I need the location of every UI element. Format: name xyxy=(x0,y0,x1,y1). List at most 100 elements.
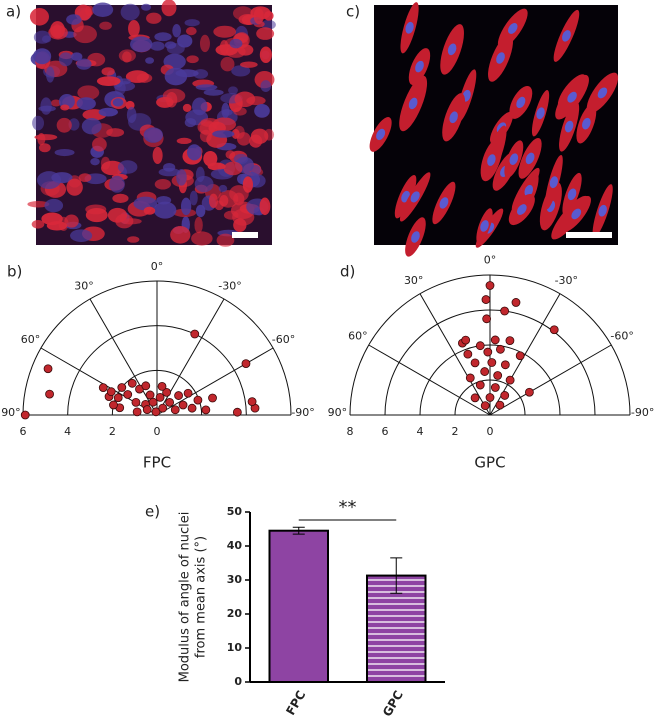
nucleus xyxy=(597,87,608,99)
nucleus xyxy=(449,111,458,124)
cell xyxy=(228,86,238,95)
point xyxy=(201,405,211,415)
nucleus xyxy=(496,52,505,64)
cell xyxy=(212,130,235,138)
point xyxy=(131,397,141,407)
point xyxy=(117,383,127,392)
cell xyxy=(166,91,178,108)
cell xyxy=(38,105,56,112)
point xyxy=(481,295,491,304)
cell xyxy=(51,172,73,184)
cell xyxy=(101,160,125,176)
cell xyxy=(234,125,245,139)
point xyxy=(106,387,116,397)
point xyxy=(470,393,480,403)
cell xyxy=(87,52,106,67)
cell xyxy=(70,229,93,243)
point xyxy=(155,393,165,402)
angle-tick-label: -60° xyxy=(610,330,633,343)
point xyxy=(500,391,510,400)
cell xyxy=(154,178,172,190)
point xyxy=(483,347,493,357)
cell xyxy=(184,19,200,27)
nucleus xyxy=(405,21,414,34)
cell xyxy=(170,226,191,244)
angle-tick-label: -30° xyxy=(218,280,241,293)
point xyxy=(178,400,188,410)
cell xyxy=(29,7,49,26)
spoke xyxy=(368,344,491,416)
point xyxy=(495,400,505,410)
cell xyxy=(233,218,247,233)
point xyxy=(170,405,180,415)
cell xyxy=(194,216,203,234)
cell xyxy=(31,220,45,229)
cell xyxy=(212,117,237,132)
cell xyxy=(191,97,208,116)
cell xyxy=(220,56,235,72)
point xyxy=(500,360,510,370)
point xyxy=(241,359,251,369)
point xyxy=(162,387,171,397)
cell xyxy=(33,48,52,65)
cell xyxy=(115,213,134,229)
angle-tick-label: -60° xyxy=(272,333,295,346)
point xyxy=(45,389,54,399)
cell xyxy=(195,84,218,91)
point xyxy=(123,390,133,399)
point xyxy=(511,298,521,307)
cell xyxy=(234,91,256,108)
cell xyxy=(166,43,185,55)
cell xyxy=(90,158,100,166)
cell xyxy=(146,12,162,24)
nucleus xyxy=(411,231,420,243)
panel-label: e) xyxy=(145,503,160,521)
point xyxy=(470,358,480,368)
point xyxy=(493,371,503,380)
r-tick-label: 2 xyxy=(109,425,116,438)
cell xyxy=(152,146,163,164)
nucleus xyxy=(549,176,559,189)
cell xyxy=(60,104,70,111)
nucleus xyxy=(536,107,545,120)
cell xyxy=(120,3,140,21)
point xyxy=(505,375,515,385)
r-tick-label: 6 xyxy=(382,425,389,438)
nucleus xyxy=(408,97,418,110)
cell xyxy=(189,190,198,206)
r-tick-label: 2 xyxy=(452,425,459,438)
nucleus xyxy=(447,43,457,56)
y-tick-label: 10 xyxy=(227,641,243,654)
angle-tick-label: -90° xyxy=(291,406,314,419)
point xyxy=(127,378,137,388)
cell xyxy=(101,67,115,76)
spoke xyxy=(419,293,491,416)
cell xyxy=(254,104,270,118)
cell xyxy=(44,198,64,213)
point xyxy=(151,407,161,417)
point xyxy=(496,344,505,354)
cell xyxy=(195,166,205,183)
cell xyxy=(199,34,210,53)
cell xyxy=(191,231,213,246)
point xyxy=(109,400,118,410)
point xyxy=(132,407,142,417)
cell xyxy=(176,137,192,145)
r-tick-label: 0 xyxy=(487,425,494,438)
cell xyxy=(213,25,237,38)
cell xyxy=(66,14,82,25)
angle-tick-label: 60° xyxy=(348,330,368,343)
point xyxy=(463,349,473,359)
cell xyxy=(92,2,114,17)
cell xyxy=(112,98,124,107)
point xyxy=(165,397,175,407)
point xyxy=(190,329,200,339)
cell xyxy=(263,10,274,21)
point xyxy=(490,383,500,392)
cell xyxy=(182,103,192,112)
angle-tick-label: 90° xyxy=(1,406,21,419)
cell xyxy=(76,97,96,110)
cell xyxy=(58,52,73,67)
cell xyxy=(154,32,172,42)
